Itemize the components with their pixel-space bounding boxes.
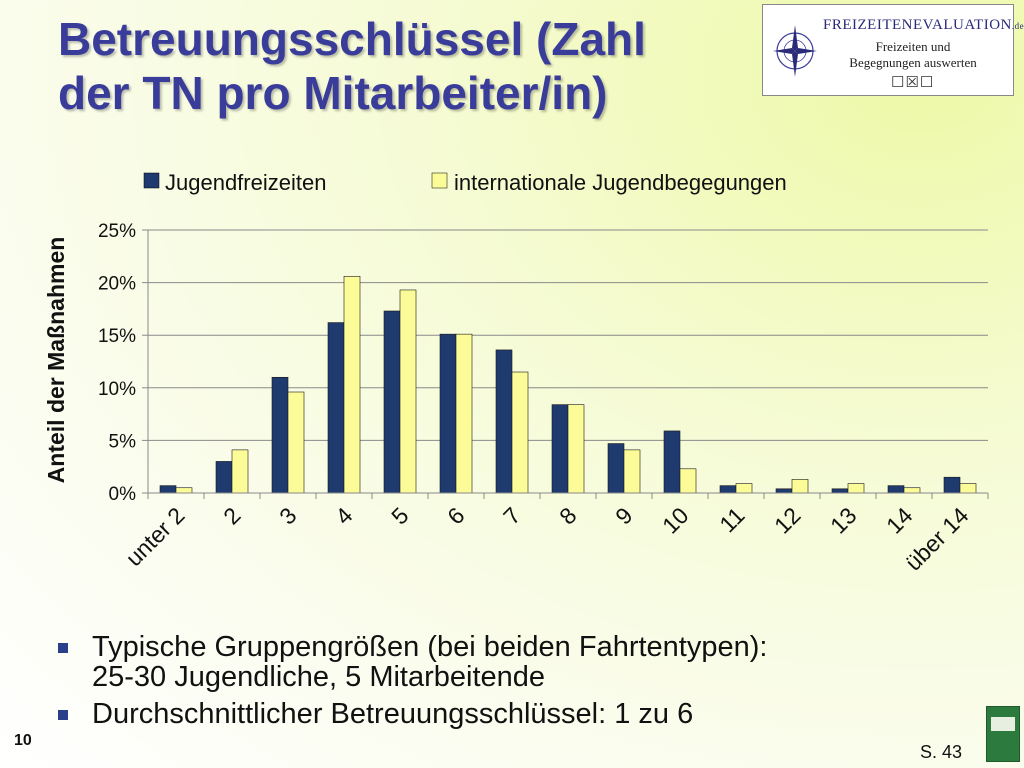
bar-jugendfreizeiten xyxy=(439,333,457,494)
bar-internationale-jugendbegegungen xyxy=(343,275,361,494)
bar-internationale-jugendbegegungen xyxy=(679,468,697,494)
y-tick-label: 10% xyxy=(98,379,136,400)
compass-rose-icon xyxy=(773,25,817,77)
bar-jugendfreizeiten xyxy=(551,404,569,494)
bar-jugendfreizeiten xyxy=(943,476,961,494)
bullet-text-line: Durchschnittlicher Betreuungsschlüssel: … xyxy=(92,698,694,730)
chart-legend: Jugendfreizeiten internationale Jugendbe… xyxy=(143,170,787,195)
slide-title-line-2: der TN pro Mitarbeiter/in) xyxy=(58,67,608,119)
logo-title-main: FREIZEITENEVALUATION xyxy=(823,17,1012,33)
logo-subtitle-line-1: Freizeiten und xyxy=(875,39,951,54)
bar-jugendfreizeiten xyxy=(831,488,849,494)
bullet-marker-icon xyxy=(58,710,68,720)
logo-title: FREIZEITENEVALUATION.de xyxy=(823,17,1024,34)
x-tick-label: 3 xyxy=(274,502,301,529)
y-tick-label: 20% xyxy=(98,274,136,295)
bar-chart: Jugendfreizeiten internationale Jugendbe… xyxy=(43,170,989,576)
legend-swatch-internationale-jugendbegegungen xyxy=(431,172,448,189)
x-tick-label: 2 xyxy=(218,502,245,529)
bar-jugendfreizeiten xyxy=(495,349,513,494)
bar-internationale-jugendbegegungen xyxy=(231,449,249,494)
x-tick-label: 7 xyxy=(498,502,525,529)
chart-bars xyxy=(159,275,977,494)
bar-internationale-jugendbegegungen xyxy=(623,449,641,494)
y-tick-label: 0% xyxy=(109,484,137,505)
x-tick-label: 13 xyxy=(825,502,861,538)
bullet-list: Typische Gruppengrößen (bei beiden Fahrt… xyxy=(56,632,976,736)
bullet-item-group-size: Typische Gruppengrößen (bei beiden Fahrt… xyxy=(56,632,976,692)
logo-subtitle-line-2: Begegnungen auswerten xyxy=(849,55,977,70)
x-tick-label: 5 xyxy=(386,502,413,529)
bar-internationale-jugendbegegungen xyxy=(175,487,193,494)
bar-internationale-jugendbegegungen xyxy=(959,483,977,494)
bar-internationale-jugendbegegungen xyxy=(735,483,753,494)
bullet-text-line: Typische Gruppengrößen (bei beiden Fahrt… xyxy=(92,631,768,663)
bar-internationale-jugendbegegungen xyxy=(903,487,921,494)
x-tick-label: 10 xyxy=(657,502,693,538)
page-number: 10 xyxy=(14,732,32,749)
bar-internationale-jugendbegegungen xyxy=(791,479,809,494)
logo-checkbox-icons: ☐☒☐ xyxy=(891,74,935,91)
x-tick-label: unter 2 xyxy=(121,502,190,571)
bullet-item-ratio: Durchschnittlicher Betreuungsschlüssel: … xyxy=(56,699,976,729)
x-tick-label: 11 xyxy=(714,502,749,537)
bar-jugendfreizeiten xyxy=(775,488,793,494)
y-axis-ticks: 0% 5% 10% 15% 20% 25% xyxy=(98,221,149,505)
y-tick-label: 25% xyxy=(98,221,136,242)
y-tick-label: 5% xyxy=(109,431,137,452)
x-tick-label: 9 xyxy=(610,502,637,529)
slide-title-line-1: Betreuungsschlüssel (Zahl xyxy=(58,13,646,65)
bar-jugendfreizeiten xyxy=(719,485,737,494)
x-tick-label: 14 xyxy=(881,502,918,539)
book-cover-label xyxy=(991,717,1015,731)
y-axis-label: Anteil der Maßnahmen xyxy=(43,237,69,484)
logo-title-suffix: .de xyxy=(1011,21,1024,31)
bar-jugendfreizeiten xyxy=(887,485,905,494)
bar-internationale-jugendbegegungen xyxy=(399,289,417,494)
x-tick-label: 12 xyxy=(769,502,805,538)
x-tick-label: 8 xyxy=(554,502,581,529)
bar-jugendfreizeiten xyxy=(271,376,289,494)
x-tick-label: 6 xyxy=(442,502,469,529)
legend-label-internationale-jugendbegegungen: internationale Jugendbegegungen xyxy=(454,170,787,195)
source-reference: S. 43 xyxy=(920,742,963,762)
legend-label-jugendfreizeiten: Jugendfreizeiten xyxy=(165,170,326,195)
bar-jugendfreizeiten xyxy=(383,310,401,494)
x-tick-label: 4 xyxy=(330,502,358,530)
bar-jugendfreizeiten xyxy=(663,430,681,494)
x-tick-label: über 14 xyxy=(900,502,974,576)
bar-internationale-jugendbegegungen xyxy=(511,371,529,494)
bar-internationale-jugendbegegungen xyxy=(567,404,585,494)
bullet-marker-icon xyxy=(58,643,68,653)
bar-jugendfreizeiten xyxy=(159,485,177,494)
bar-internationale-jugendbegegungen xyxy=(455,333,473,494)
y-tick-label: 15% xyxy=(98,326,136,347)
bar-internationale-jugendbegegungen xyxy=(847,483,865,494)
bar-jugendfreizeiten xyxy=(215,461,233,494)
bar-jugendfreizeiten xyxy=(327,322,345,494)
bar-jugendfreizeiten xyxy=(607,443,625,494)
legend-swatch-jugendfreizeiten xyxy=(143,172,160,189)
book-cover-icon xyxy=(986,706,1020,762)
freizeitenevaluation-logo: FREIZEITENEVALUATION.de Freizeiten und B… xyxy=(762,4,1024,96)
bar-internationale-jugendbegegungen xyxy=(287,391,305,494)
bullet-text-line: 25-30 Jugendliche, 5 Mitarbeitende xyxy=(92,661,546,693)
slide-title: Betreuungsschlüssel (Zahl der TN pro Mit… xyxy=(58,12,646,120)
